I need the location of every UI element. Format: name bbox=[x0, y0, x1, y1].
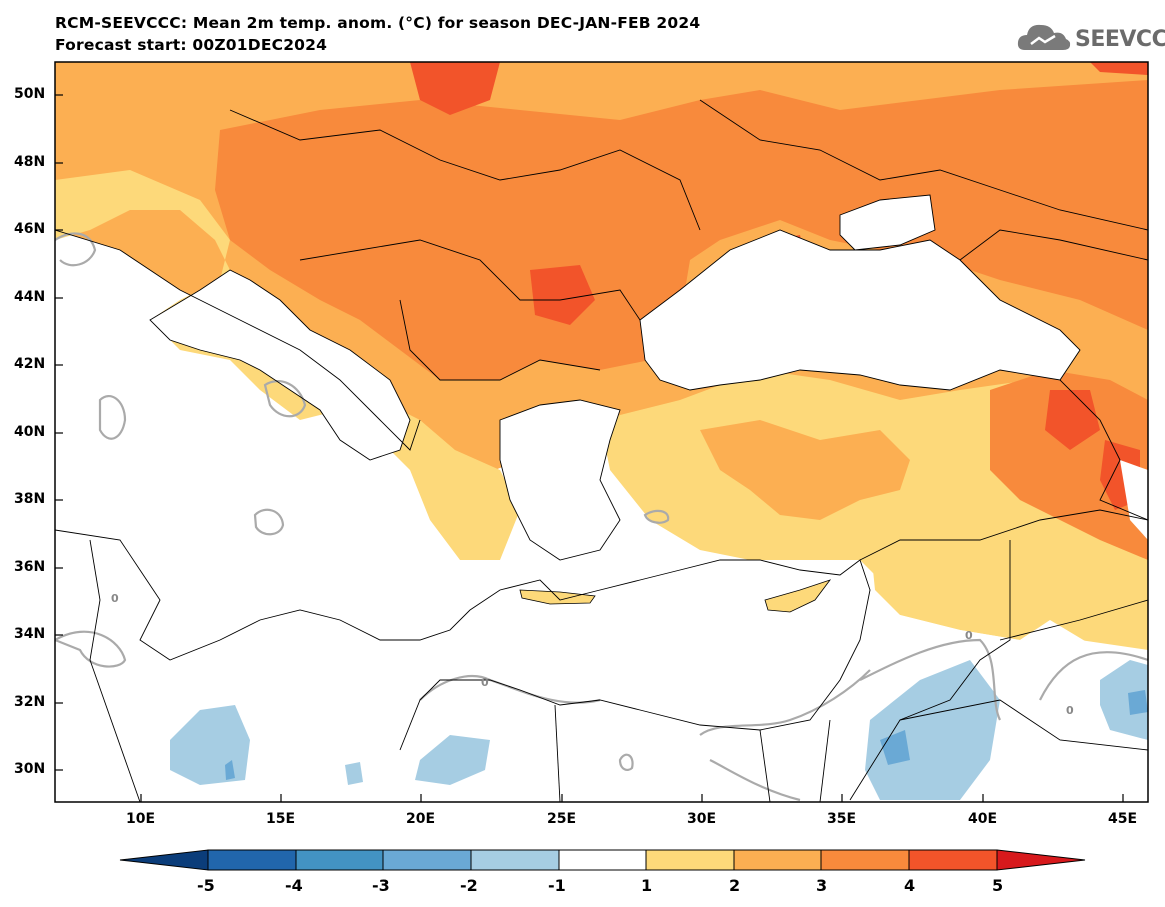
anomaly-band-2-3-anatolia bbox=[700, 420, 910, 520]
lat-label-46n: 46N bbox=[14, 221, 46, 237]
mediterranean-sea bbox=[55, 530, 870, 750]
colorbar-label: -3 bbox=[372, 876, 390, 895]
adriatic-tyrrhenian-sea bbox=[150, 270, 410, 460]
contour-label-zero: 0 bbox=[965, 629, 973, 642]
logo-text: SEEVCCC bbox=[1075, 27, 1165, 52]
lat-label-38n: 38N bbox=[14, 491, 46, 507]
borders bbox=[55, 99, 1148, 802]
lat-label-32n: 32N bbox=[14, 694, 46, 710]
aegean-sea bbox=[500, 400, 620, 560]
caspian-gap bbox=[1120, 460, 1148, 540]
map-frame bbox=[54, 61, 1149, 803]
colorbar-label: -2 bbox=[460, 876, 478, 895]
lat-ticks bbox=[55, 94, 1124, 802]
lon-label-45e: 45E bbox=[1108, 811, 1138, 827]
anomaly-band-3-4-east bbox=[990, 370, 1148, 560]
lat-label-48n: 48N bbox=[14, 154, 46, 170]
colorbar-label: -4 bbox=[285, 876, 303, 895]
cyprus bbox=[764, 579, 832, 613]
lon-label-15e: 15E bbox=[266, 811, 296, 827]
colorbar-label: 5 bbox=[992, 876, 1004, 895]
lat-label-44n: 44N bbox=[14, 289, 46, 305]
colorbar-label: -1 bbox=[548, 876, 566, 895]
forecast-start-label: Forecast start: 00Z01DEC2024 bbox=[55, 36, 328, 54]
lon-label-25e: 25E bbox=[547, 811, 577, 827]
lat-label-50n: 50N bbox=[14, 86, 46, 102]
colorbar-label: 2 bbox=[729, 876, 741, 895]
azov-sea bbox=[840, 195, 935, 250]
lat-label-40n: 40N bbox=[14, 424, 46, 440]
lat-label-34n: 34N bbox=[14, 626, 46, 642]
colorbar bbox=[119, 849, 1086, 871]
lon-label-20e: 20E bbox=[406, 811, 436, 827]
anomaly-band-4-5-romania bbox=[530, 265, 595, 325]
lat-label-30n: 30N bbox=[14, 761, 46, 777]
colorbar-label: 3 bbox=[816, 876, 828, 895]
anomaly-band-3-4 bbox=[215, 80, 1148, 380]
anomaly-band-4-5-caucasus bbox=[1045, 390, 1100, 450]
colorbar-label: 1 bbox=[641, 876, 653, 895]
contour-label-zero: 0 bbox=[1066, 704, 1074, 717]
anomaly-band-1-2-levant bbox=[870, 540, 1050, 640]
lon-label-10e: 10E bbox=[126, 811, 156, 827]
lat-label-42n: 42N bbox=[14, 356, 46, 372]
map-title: RCM-SEEVCCC: Mean 2m temp. anom. (°C) fo… bbox=[55, 14, 701, 32]
contour-label-zero: 0 bbox=[481, 676, 489, 689]
colorbar-label: -5 bbox=[197, 876, 215, 895]
colorbar-label: 4 bbox=[904, 876, 916, 895]
seevccc-logo: SEEVCCC bbox=[1017, 20, 1165, 56]
lon-label-35e: 35E bbox=[827, 811, 857, 827]
lon-label-40e: 40E bbox=[968, 811, 998, 827]
zero-contours bbox=[55, 232, 1148, 802]
cloud-icon bbox=[1017, 24, 1071, 50]
anomaly-band-4-5-poland bbox=[410, 62, 500, 115]
lon-label-30e: 30E bbox=[687, 811, 717, 827]
contour-label-zero: 0 bbox=[111, 592, 119, 605]
anomaly-band-4-5-volga bbox=[1090, 62, 1148, 75]
lat-label-36n: 36N bbox=[14, 559, 46, 575]
